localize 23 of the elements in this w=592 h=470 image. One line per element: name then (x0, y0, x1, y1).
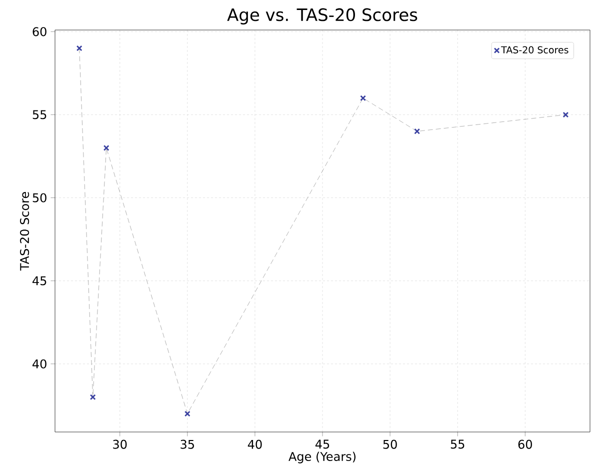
point (184, 410, 190, 417)
y-tick-label: 50 (32, 193, 46, 202)
x-tick-label: 60 (518, 440, 532, 449)
y-tick-label: 55 (32, 110, 46, 120)
y-tick-label: 60 (32, 27, 46, 36)
y-tick-label: 45 (32, 276, 46, 286)
point (414, 128, 420, 134)
x-tick-label: 50 (383, 440, 397, 449)
x-axis-title: Age (Years) (288, 452, 356, 464)
point (90, 394, 96, 400)
x-tick-label: 35 (180, 440, 194, 449)
x-tick-label: 45 (315, 440, 330, 449)
point (360, 95, 366, 102)
x-tick-label: 55 (450, 440, 464, 449)
point (103, 144, 110, 151)
y-tick-label: 40 (32, 359, 46, 368)
x-tick-label: 30 (113, 440, 127, 449)
y-axis-title: TAS-20 Score (20, 192, 30, 271)
point (76, 45, 82, 52)
chart-title: Age vs. TAS-20 Scores (227, 8, 418, 24)
legend-label: TAS-20 Scores (501, 46, 568, 54)
point (562, 112, 569, 118)
x-tick-label: 40 (248, 440, 262, 449)
